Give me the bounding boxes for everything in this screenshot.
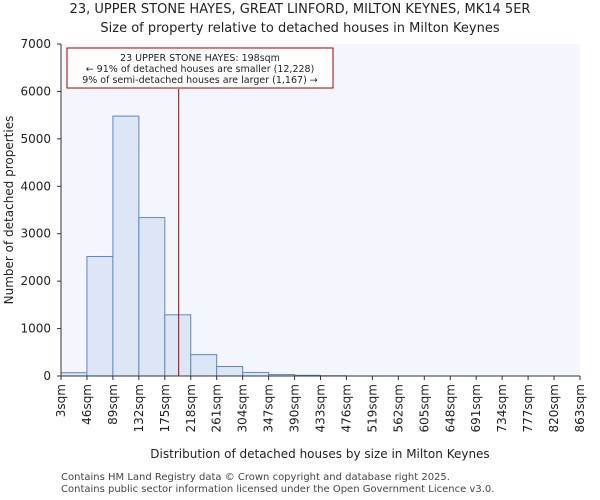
y-axis-label: Number of detached properties (2, 116, 16, 305)
x-tick-label: 261sqm (210, 384, 224, 432)
x-tick-label: 89sqm (106, 384, 120, 425)
x-axis-label: Distribution of detached houses by size … (150, 447, 489, 461)
x-tick-label: 390sqm (288, 384, 302, 432)
x-tick-label: 519sqm (365, 384, 379, 432)
bar (138, 217, 166, 377)
annotation-line-2: ← 91% of detached houses are smaller (12… (86, 64, 315, 75)
x-tick-label: 562sqm (391, 384, 405, 432)
bar (216, 366, 244, 377)
y-tick-label: 7000 (20, 37, 51, 51)
y-tick-label: 1000 (20, 322, 51, 336)
y-tick-label: 0 (43, 369, 51, 383)
bar (164, 314, 192, 377)
x-tick-label: 132sqm (132, 384, 146, 432)
y-tick-label: 3000 (20, 227, 51, 241)
annotation-box (66, 47, 334, 89)
bar (242, 371, 270, 377)
y-tick-label: 4000 (20, 179, 51, 193)
x-tick-label: 46sqm (80, 384, 94, 425)
annotation-line-3: 9% of semi-detached houses are larger (1… (82, 75, 318, 86)
x-tick-label: 304sqm (236, 384, 250, 432)
x-tick-label: 777sqm (521, 384, 535, 432)
x-tick-label: 433sqm (314, 384, 328, 432)
footer-line-2: Contains public sector information licen… (61, 484, 495, 495)
chart-title: 23, UPPER STONE HAYES, GREAT LINFORD, MI… (69, 2, 531, 17)
x-tick-label: 605sqm (417, 384, 431, 432)
x-tick-label: 863sqm (573, 384, 587, 432)
footer-line-1: Contains HM Land Registry data © Crown c… (61, 472, 450, 483)
y-tick-label: 2000 (20, 274, 51, 288)
x-tick-label: 691sqm (469, 384, 483, 432)
bar (86, 255, 114, 377)
x-tick-label: 3sqm (54, 384, 68, 417)
x-tick-label: 347sqm (262, 384, 276, 432)
x-tick-label: 648sqm (443, 384, 457, 432)
y-tick-label: 6000 (20, 84, 51, 98)
bar (190, 354, 218, 377)
chart-subtitle: Size of property relative to detached ho… (100, 21, 500, 36)
x-tick-label: 820sqm (547, 384, 561, 432)
annotation-line-1: 23 UPPER STONE HAYES: 198sqm (120, 53, 280, 64)
y-tick-label: 5000 (20, 132, 51, 146)
x-tick-label: 476sqm (339, 384, 353, 432)
x-tick-label: 218sqm (184, 384, 198, 432)
x-tick-label: 734sqm (495, 384, 509, 432)
bar (112, 115, 140, 377)
x-tick-label: 175sqm (158, 384, 172, 432)
